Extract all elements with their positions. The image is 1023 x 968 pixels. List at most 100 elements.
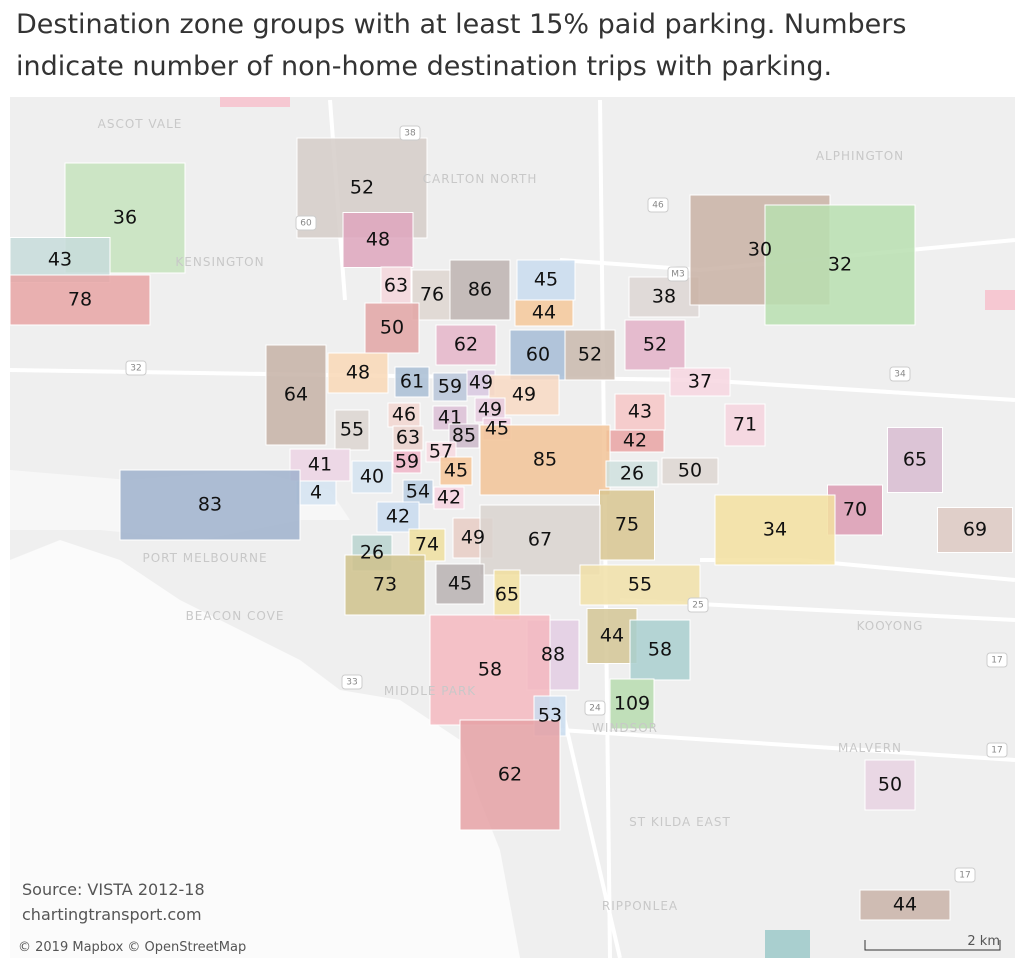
zone	[392, 450, 422, 474]
zone	[669, 367, 731, 397]
road-number: 32	[130, 364, 141, 374]
zone-label: 50	[878, 774, 902, 796]
zone-label: 46	[392, 404, 416, 426]
zone-label: 58	[648, 639, 672, 661]
zone	[376, 501, 420, 533]
title: Destination zone groups with at least 15…	[16, 9, 907, 82]
zone-label: 75	[615, 514, 639, 536]
zone-label: 42	[437, 487, 461, 509]
place-label: KOOYONG	[857, 619, 924, 633]
zone	[599, 489, 655, 561]
zone	[334, 409, 370, 451]
zone-label: 50	[678, 460, 702, 482]
zone-label: 60	[526, 344, 550, 366]
zone	[433, 486, 465, 510]
place-label: BEACON COVE	[186, 609, 285, 623]
zone-label: 43	[48, 249, 72, 271]
zone	[344, 554, 426, 616]
zone	[432, 372, 468, 402]
zone-label: 50	[380, 317, 404, 339]
zone-label: 70	[843, 499, 867, 521]
zone	[439, 456, 473, 486]
zone	[387, 402, 421, 428]
zone-label: 62	[454, 334, 478, 356]
zone	[609, 678, 655, 730]
zone	[364, 302, 420, 354]
zone-label: 65	[903, 449, 927, 471]
attribution: © 2019 Mapbox © OpenStreetMap	[18, 940, 246, 955]
road-number: 25	[692, 601, 703, 611]
zone-label: 44	[532, 302, 556, 324]
zone-label: 73	[373, 574, 397, 596]
zone-edge	[220, 97, 290, 107]
zone-label: 52	[350, 177, 374, 199]
zone-label: 42	[623, 430, 647, 452]
scale-bar	[864, 940, 1001, 951]
zone-label: 41	[308, 454, 332, 476]
zone-label: 64	[284, 384, 308, 406]
zone	[937, 507, 1013, 553]
zone-label: 55	[340, 419, 364, 441]
zone-label: 49	[512, 384, 536, 406]
zone-label: 83	[198, 494, 222, 516]
zone	[435, 324, 497, 366]
place-label: MIDDLE PARK	[384, 684, 476, 698]
zone-label: 26	[360, 542, 384, 564]
zone-label: 69	[963, 519, 987, 541]
zone	[265, 344, 327, 446]
zone	[764, 204, 916, 326]
road-number: 17	[959, 871, 970, 881]
zone	[479, 424, 611, 496]
zone	[724, 403, 766, 447]
zone-label: 78	[68, 289, 92, 311]
road-number: 46	[652, 201, 664, 211]
zone-label: 61	[400, 371, 424, 393]
zone-label: 58	[478, 659, 502, 681]
zone	[661, 457, 719, 485]
zone-label: 37	[688, 371, 712, 393]
road-shield	[584, 700, 606, 716]
road-shield	[125, 360, 147, 376]
zone-label: 43	[628, 401, 652, 423]
zone	[429, 614, 551, 726]
zone-label: 41	[438, 407, 462, 429]
zone	[479, 504, 601, 576]
zone	[351, 460, 393, 494]
zone-label: 44	[600, 625, 624, 647]
place-label: ST KILDA EAST	[629, 815, 731, 829]
zone-label: 49	[469, 372, 493, 394]
zone-label: 30	[748, 239, 772, 261]
zone	[408, 528, 446, 562]
zone-label: 55	[628, 574, 652, 596]
zone-label: 54	[406, 481, 430, 503]
road-shield	[295, 215, 317, 231]
zone-label: 109	[614, 693, 650, 715]
place-label: MALVERN	[838, 741, 902, 755]
zone-label: 45	[534, 269, 558, 291]
zone-label: 59	[395, 451, 419, 473]
zone-label: 85	[452, 425, 476, 447]
place-label: KENSINGTON	[175, 255, 264, 269]
zone-label: 67	[528, 529, 552, 551]
zone	[859, 889, 951, 921]
zones: ASCOT VALE KENSINGTON CARLTON NORTH ALPHING…	[9, 117, 1013, 921]
zone	[628, 276, 700, 318]
zone-label: 32	[828, 254, 852, 276]
zone	[327, 352, 389, 394]
zone	[9, 274, 151, 326]
zone-label: 45	[485, 418, 509, 440]
zone	[605, 460, 659, 488]
zone	[629, 619, 691, 681]
zone	[516, 259, 576, 301]
zone-label: 48	[366, 229, 390, 251]
zone-label: 36	[113, 207, 137, 229]
zone	[392, 425, 424, 451]
zone-label: 38	[652, 286, 676, 308]
road-shield	[341, 674, 363, 690]
road-shield	[647, 197, 669, 213]
road-number: 38	[404, 129, 416, 139]
zone-label: 49	[478, 399, 502, 421]
zone-label: 65	[495, 584, 519, 606]
